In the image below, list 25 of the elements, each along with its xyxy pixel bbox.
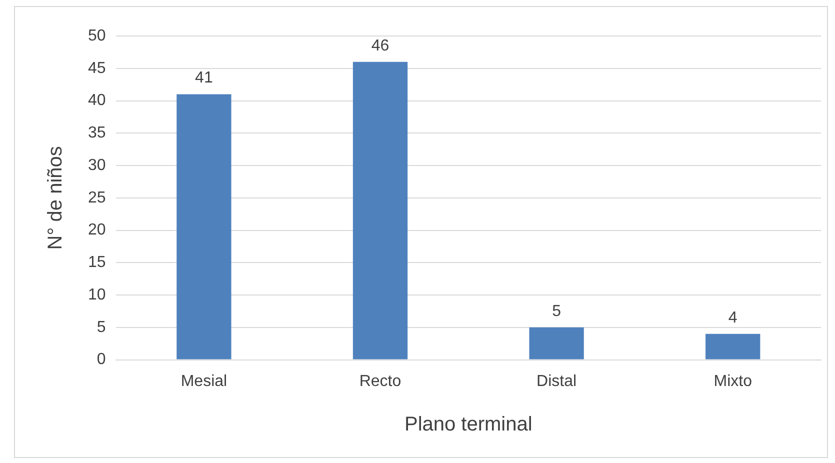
data-label: 5 [552,302,562,320]
y-tick-label: 45 [88,60,106,77]
bar [529,327,584,360]
x-tick-label: Distal [536,372,577,390]
x-tick-label: Mixto [714,372,752,390]
x-tick-label: Recto [359,372,402,390]
y-tick-label: 20 [88,222,106,239]
x-tick-label: Mesial [180,372,228,390]
x-axis-title: Plano terminal [404,414,532,436]
data-label: 46 [371,37,390,54]
data-label: 41 [195,70,213,87]
y-tick-label: 15 [88,254,106,272]
bar [352,62,408,360]
y-tick-label: 10 [88,286,106,304]
data-label: 4 [728,309,738,326]
y-tick-label: 50 [88,27,106,44]
y-tick-label: 5 [96,318,106,336]
bar [176,94,232,360]
y-axis-title: N° de niños [44,146,67,250]
y-tick-label: 25 [88,189,106,206]
y-tick-label: 40 [88,92,106,110]
y-tick-label: 0 [96,351,106,368]
bar [706,334,760,360]
y-tick-label: 35 [88,124,106,142]
y-tick-label: 30 [88,156,106,174]
